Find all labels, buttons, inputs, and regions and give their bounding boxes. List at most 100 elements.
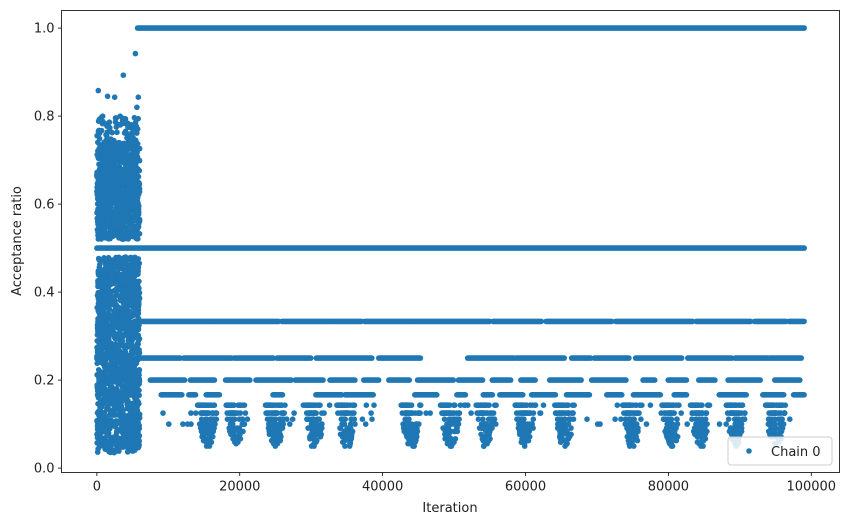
data-point — [638, 416, 644, 423]
data-point — [123, 267, 129, 273]
data-point — [130, 130, 136, 136]
data-point — [124, 449, 131, 455]
data-point — [135, 166, 141, 173]
data-point — [112, 336, 119, 342]
data-point-run — [552, 402, 566, 408]
data-point — [624, 410, 631, 416]
data-point — [562, 443, 568, 449]
data-point — [209, 410, 216, 416]
data-point — [136, 347, 142, 353]
data-point-run — [767, 355, 804, 361]
data-point — [136, 145, 143, 152]
data-point — [705, 402, 712, 409]
data-point — [124, 401, 131, 408]
data-point — [117, 273, 124, 280]
x-tick-label: 60000 — [505, 480, 546, 495]
data-point — [127, 418, 134, 425]
data-point — [97, 419, 103, 425]
data-point — [117, 418, 123, 424]
data-point — [119, 311, 125, 317]
data-point — [456, 416, 462, 423]
data-point — [131, 122, 138, 129]
data-point — [279, 402, 285, 409]
data-point — [517, 421, 524, 427]
data-point — [95, 324, 101, 331]
data-point — [308, 443, 315, 449]
data-point — [98, 186, 104, 192]
data-point — [102, 255, 109, 262]
data-point — [723, 421, 729, 427]
data-point — [128, 348, 135, 355]
data-point — [568, 425, 574, 431]
data-point — [540, 402, 547, 409]
data-point-run — [691, 410, 705, 416]
data-point — [127, 309, 134, 316]
data-point — [300, 402, 307, 409]
data-point — [131, 114, 138, 121]
data-point — [131, 204, 138, 211]
data-point — [95, 308, 102, 314]
data-point — [130, 432, 136, 439]
data-point — [120, 444, 126, 450]
data-point — [112, 421, 119, 427]
data-point — [130, 322, 137, 329]
data-point — [98, 438, 104, 444]
data-point — [130, 391, 136, 397]
x-tick-label: 100000 — [786, 480, 836, 495]
data-point-run — [591, 355, 632, 361]
data-point — [236, 402, 243, 409]
data-point — [566, 416, 572, 423]
data-point — [267, 416, 274, 423]
data-point-run — [327, 377, 358, 383]
data-point — [480, 416, 486, 423]
data-point — [96, 191, 102, 198]
data-point-run — [441, 410, 455, 416]
data-point — [117, 154, 124, 161]
data-point — [626, 416, 633, 423]
data-point — [133, 187, 140, 194]
data-point — [98, 216, 105, 223]
data-point — [166, 421, 172, 427]
data-point — [118, 226, 125, 232]
data-point — [123, 358, 130, 364]
data-point — [136, 181, 142, 187]
data-point — [109, 129, 115, 136]
data-point — [521, 443, 528, 449]
data-point-run — [203, 392, 223, 398]
data-point — [135, 341, 141, 347]
data-point — [127, 230, 134, 236]
data-point — [122, 116, 129, 122]
data-point — [129, 192, 136, 198]
data-point — [111, 331, 117, 338]
data-point — [643, 421, 650, 427]
data-point — [271, 416, 278, 423]
data-point — [530, 416, 537, 423]
data-point — [122, 413, 129, 419]
data-point — [106, 446, 112, 453]
data-point — [206, 443, 213, 449]
data-point-run — [543, 318, 615, 325]
x-tick-label: 40000 — [362, 480, 403, 495]
data-point — [96, 199, 103, 206]
data-point — [264, 402, 271, 409]
data-point-run — [386, 377, 412, 383]
data-point — [97, 382, 104, 389]
data-point — [126, 166, 132, 172]
data-point — [512, 402, 518, 409]
data-point — [231, 416, 238, 423]
data-point — [739, 402, 746, 409]
data-point — [317, 433, 324, 440]
data-point — [103, 166, 110, 173]
data-point — [284, 416, 290, 423]
data-point — [468, 410, 474, 416]
data-point — [530, 425, 536, 431]
data-point-run — [222, 377, 253, 383]
data-point — [492, 402, 498, 409]
data-point-run — [253, 377, 294, 383]
data-point — [104, 349, 110, 356]
data-point — [136, 432, 143, 439]
data-point — [104, 222, 111, 229]
data-point — [565, 421, 572, 427]
data-point — [200, 421, 207, 427]
data-point — [188, 410, 194, 416]
